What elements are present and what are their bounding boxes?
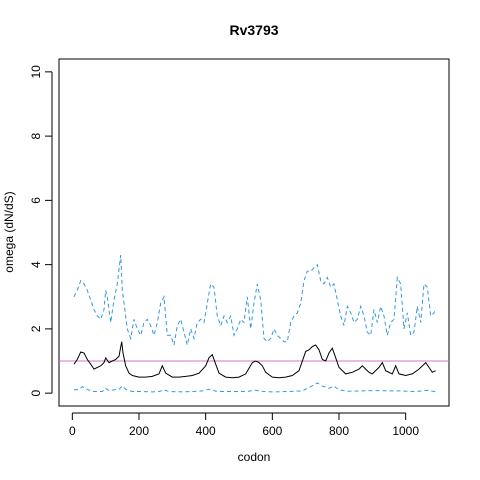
plot-area [58,58,450,407]
chart-title: Rv3793 [229,22,278,38]
x-axis-label: codon [238,450,271,464]
y-tick-label: 8 [29,132,43,139]
bound-line-2 [73,382,436,393]
y-tick-label: 2 [29,325,43,332]
y-axis: 0 2 4 6 8 10 [29,65,53,396]
y-tick-label: 10 [29,65,43,79]
series-layer [73,254,437,393]
x-axis: 0 200 400 600 800 1000 [69,412,419,438]
x-tick-label: 200 [129,424,149,438]
x-tick-label: 1000 [392,424,419,438]
y-tick-label: 4 [29,261,43,268]
omega-estimate-line [73,341,436,379]
x-tick-label: 600 [262,424,282,438]
x-tick-label: 400 [196,424,216,438]
y-tick-label: 0 [29,389,43,396]
x-tick-label: 800 [329,424,349,438]
x-tick-label: 0 [69,424,76,438]
y-axis-label: omega (dN/dS) [2,191,16,272]
bound-line-1 [73,254,437,346]
y-tick-label: 6 [29,197,43,204]
